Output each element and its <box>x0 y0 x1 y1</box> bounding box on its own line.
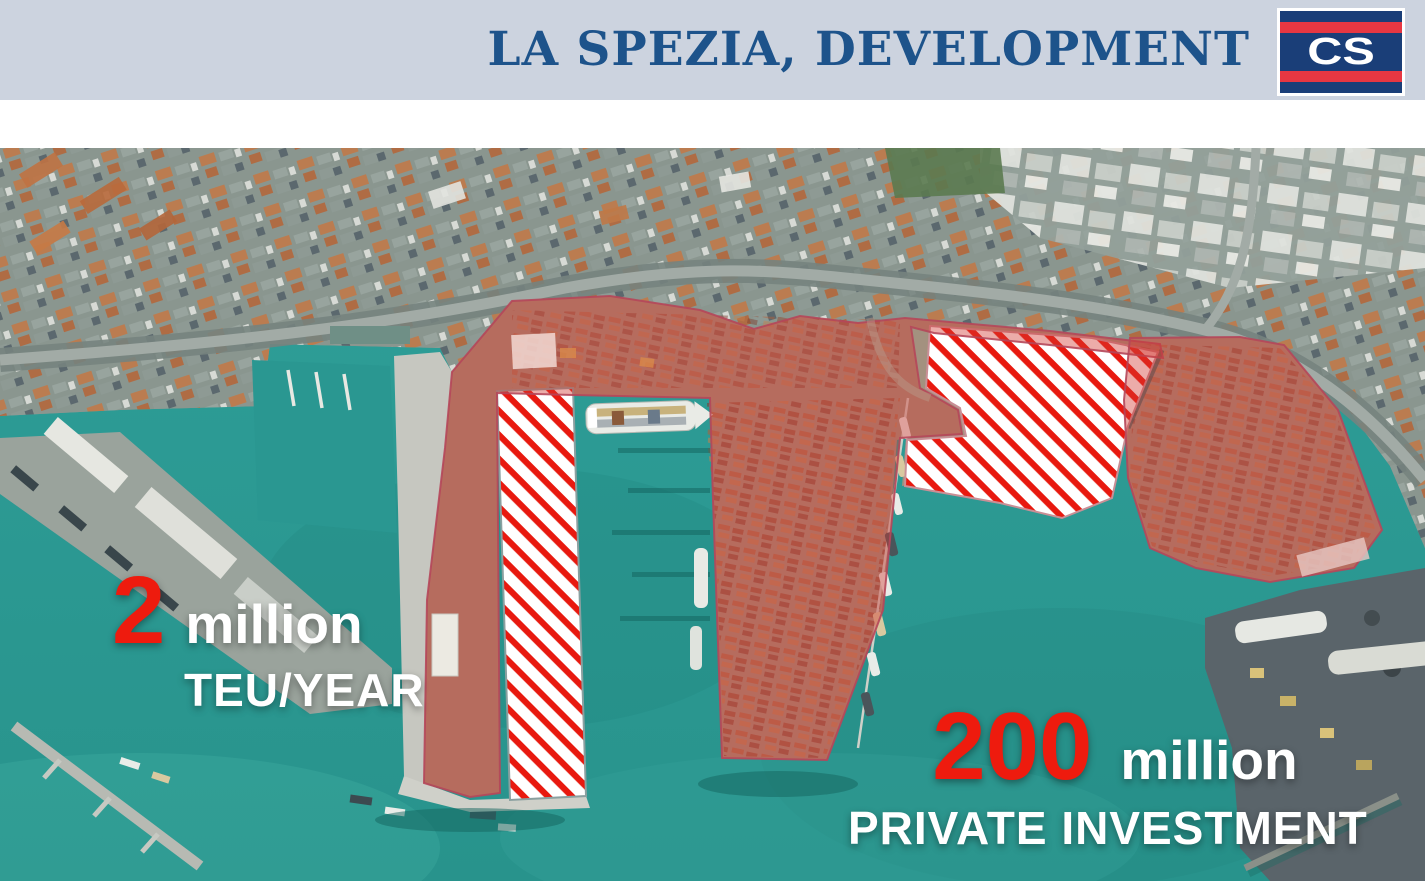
investment-unit: million <box>1120 729 1298 791</box>
aerial-map-art <box>0 148 1425 881</box>
crane-shadows <box>375 448 858 832</box>
green-park <box>885 148 1005 198</box>
aerial-map: 2 million TEU/YEAR 200 million PRIVATE I… <box>0 148 1425 881</box>
capacity-stat: 2 million TEU/YEAR <box>112 557 425 720</box>
marina <box>252 326 410 533</box>
pier-apron <box>398 776 590 812</box>
cargo-ship <box>585 400 713 435</box>
shipyard-pier <box>0 417 392 714</box>
header-band: LA SPEZIA, DEVELOPMENT <box>0 0 1425 100</box>
terminal-buildings <box>431 317 1370 677</box>
industrial-zone <box>980 148 1425 288</box>
investment-stat: 200 million PRIVATE INVESTMENT <box>848 693 1368 858</box>
logo-stripe-bottom <box>1280 71 1402 82</box>
container-yards <box>512 310 1375 758</box>
expansion-hatch-main <box>903 324 1160 520</box>
capacity-value: 2 <box>112 557 166 664</box>
left-pier-quay <box>394 352 452 788</box>
urban-area <box>0 148 1425 548</box>
docked-ships <box>10 465 180 612</box>
expansion-hatch-strip <box>495 386 588 802</box>
oil-pier-complex <box>1205 568 1425 881</box>
moored-boats-east <box>690 397 911 749</box>
logo-text: CS <box>1307 30 1375 73</box>
ship-west-side <box>694 548 708 608</box>
page-title: LA SPEZIA, DEVELOPMENT <box>487 22 1250 77</box>
marina-jetties <box>286 369 352 411</box>
investment-value: 200 <box>932 693 1093 800</box>
breakwater <box>10 721 517 871</box>
company-logo: CS <box>1277 8 1405 96</box>
old-town-roofs <box>18 152 752 254</box>
long-jetty <box>1243 792 1400 872</box>
capacity-unit: million <box>185 593 363 655</box>
investment-label: PRIVATE INVESTMENT <box>848 802 1368 855</box>
existing-terminal-overlay-east <box>1122 335 1384 584</box>
logo-stripe-top <box>1280 22 1402 33</box>
marina-shed <box>330 326 410 344</box>
capacity-label: TEU/YEAR <box>184 664 425 717</box>
water-channel <box>1125 349 1165 429</box>
existing-terminal-overlay-main <box>422 294 1165 799</box>
